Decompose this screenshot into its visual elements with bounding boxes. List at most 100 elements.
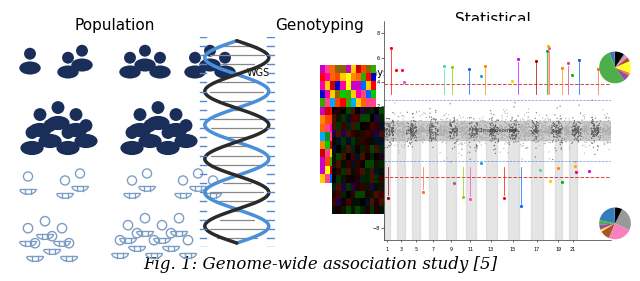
- Point: [584, 126, 595, 130]
- Point: [416, 135, 426, 139]
- Point: [570, 164, 580, 169]
- Point: [397, 133, 407, 137]
- Point: [526, 132, 536, 136]
- Point: [445, 130, 455, 134]
- Point: [554, 131, 564, 135]
- Point: [481, 139, 491, 143]
- Point: [408, 129, 419, 133]
- Point: [551, 139, 561, 144]
- Point: [579, 128, 589, 133]
- Point: [428, 125, 438, 129]
- Point: [475, 125, 485, 130]
- Point: [460, 125, 470, 130]
- Point: [406, 137, 416, 141]
- Point: [508, 128, 518, 132]
- Bar: [371, 107, 376, 115]
- Bar: [366, 149, 371, 157]
- Point: [529, 128, 539, 133]
- Point: [571, 126, 581, 130]
- Point: [381, 135, 392, 139]
- Point: [481, 130, 491, 134]
- Point: [393, 125, 403, 130]
- Point: [425, 134, 435, 139]
- Point: [428, 123, 438, 128]
- Point: [425, 139, 435, 143]
- Point: [586, 128, 596, 132]
- Bar: [346, 140, 351, 149]
- Point: [380, 128, 390, 133]
- Wedge shape: [609, 223, 630, 239]
- Bar: [355, 130, 360, 137]
- Point: [413, 131, 424, 135]
- Point: [394, 115, 404, 119]
- Point: [590, 128, 600, 132]
- Point: [593, 129, 604, 133]
- Bar: [384, 121, 611, 140]
- Point: [470, 128, 481, 133]
- Point: [602, 114, 612, 119]
- Point: [405, 141, 415, 145]
- Bar: [340, 65, 346, 73]
- Point: [466, 128, 476, 132]
- Point: [568, 127, 578, 132]
- Point: [544, 133, 554, 138]
- Point: [534, 130, 545, 135]
- Point: [470, 127, 480, 131]
- Point: [441, 127, 451, 132]
- Point: [381, 129, 391, 133]
- Point: [563, 128, 573, 132]
- Point: [531, 123, 541, 128]
- Point: [525, 128, 535, 133]
- Point: [478, 135, 488, 140]
- Point: [572, 123, 582, 127]
- Point: [452, 128, 462, 132]
- Point: [387, 127, 397, 132]
- Point: [548, 123, 559, 128]
- Point: [435, 151, 445, 155]
- Point: [390, 137, 401, 141]
- Point: [516, 131, 527, 136]
- Point: [564, 125, 575, 130]
- Point: [559, 127, 570, 132]
- Point: [579, 130, 589, 135]
- Point: [567, 132, 577, 136]
- Point: [527, 126, 538, 131]
- Point: [425, 126, 435, 130]
- Point: [581, 128, 591, 133]
- Bar: [370, 137, 374, 145]
- Bar: [346, 168, 351, 175]
- Point: [460, 126, 470, 131]
- Point: [387, 130, 397, 135]
- Point: [403, 130, 413, 134]
- Point: [598, 134, 609, 139]
- Point: [531, 129, 541, 133]
- Point: [598, 128, 609, 132]
- Point: [397, 68, 408, 72]
- Point: [559, 127, 570, 132]
- Point: [559, 127, 570, 132]
- Point: [384, 133, 394, 138]
- Point: [589, 123, 600, 128]
- Point: [421, 130, 431, 134]
- Point: [544, 128, 554, 133]
- Point: [511, 127, 521, 131]
- Bar: [370, 191, 374, 198]
- Point: [589, 126, 599, 131]
- Bar: [366, 73, 371, 81]
- Point: [548, 129, 558, 133]
- Point: [380, 130, 390, 134]
- Point: [452, 126, 462, 131]
- Point: [402, 139, 412, 144]
- Point: [520, 123, 531, 128]
- Point: [574, 133, 584, 138]
- Point: [393, 133, 403, 138]
- Point: [581, 127, 591, 132]
- Point: [406, 127, 417, 132]
- Bar: [332, 183, 336, 191]
- Point: [385, 126, 395, 130]
- Point: [412, 130, 422, 135]
- Point: [599, 124, 609, 129]
- Point: [424, 130, 435, 134]
- Point: [475, 116, 485, 121]
- Point: [531, 128, 541, 133]
